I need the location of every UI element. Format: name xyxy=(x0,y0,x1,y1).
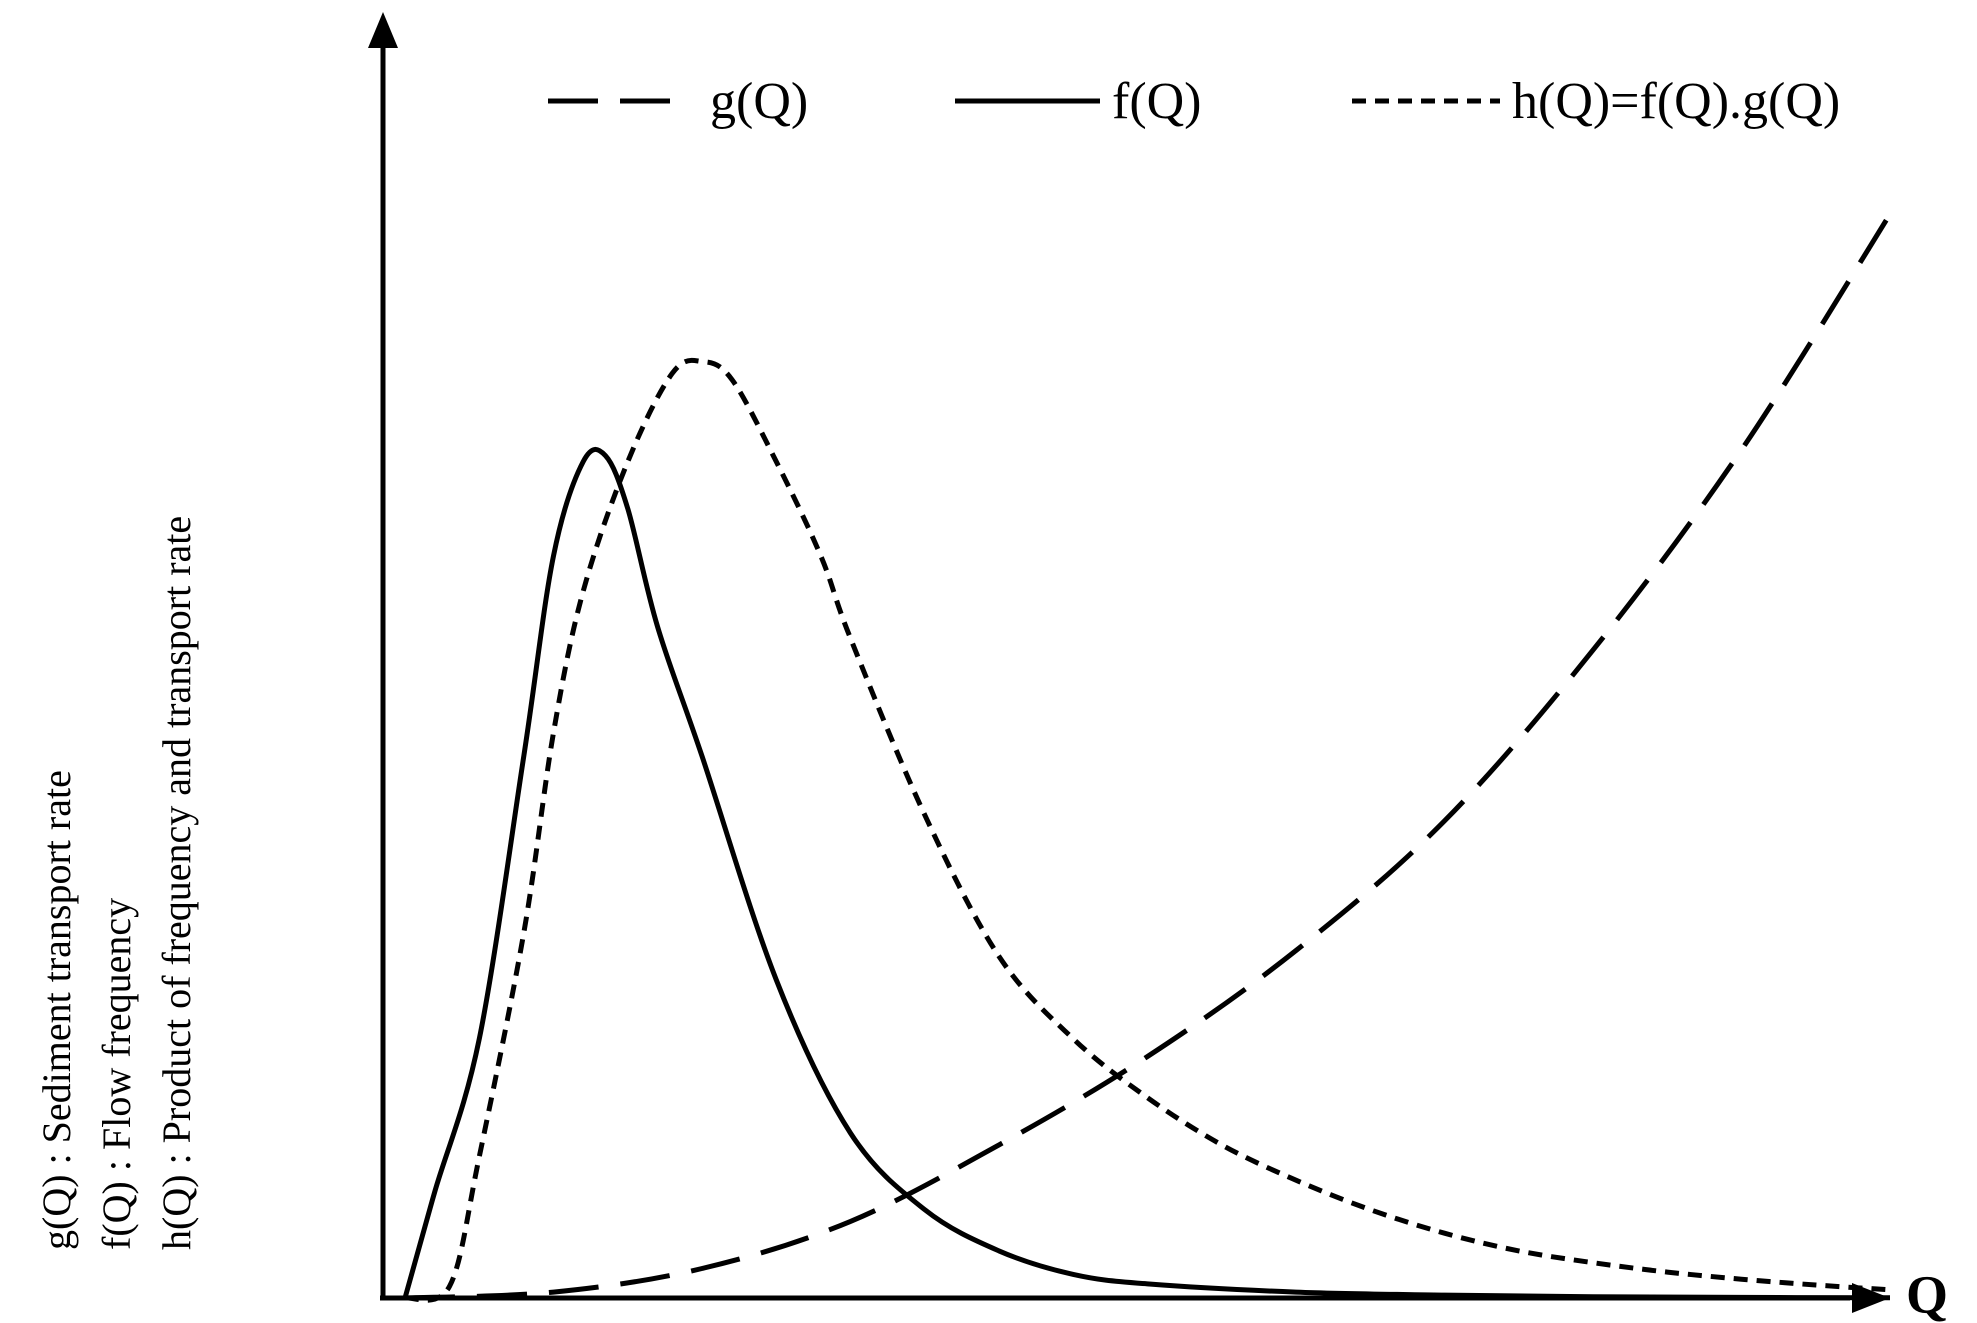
y-axis-arrowhead xyxy=(368,12,398,48)
axes xyxy=(368,12,1890,1313)
x-axis-arrowhead xyxy=(1852,1283,1890,1313)
legend-label-g: g(Q) xyxy=(710,73,808,130)
legend-label-f: f(Q) xyxy=(1112,73,1202,130)
legend-label-h: h(Q)=f(Q).g(Q) xyxy=(1512,73,1840,130)
y-axis-label-h: h(Q) : Product of frequency and transpor… xyxy=(154,516,199,1250)
plot-area xyxy=(402,212,1893,1303)
series-line-h xyxy=(404,357,1891,1303)
legend: g(Q) f(Q) h(Q)=f(Q).g(Q) xyxy=(548,73,1840,130)
x-axis-label: Q xyxy=(1906,1264,1948,1323)
series-line-f xyxy=(402,446,1891,1301)
y-axis-label-block: g(Q) : Sediment transport rate f(Q) : Fl… xyxy=(34,516,199,1250)
y-axis-label-f: f(Q) : Flow frequency xyxy=(94,898,139,1250)
y-axis-label-g: g(Q) : Sediment transport rate xyxy=(34,770,79,1250)
series-line-g xyxy=(404,212,1893,1301)
